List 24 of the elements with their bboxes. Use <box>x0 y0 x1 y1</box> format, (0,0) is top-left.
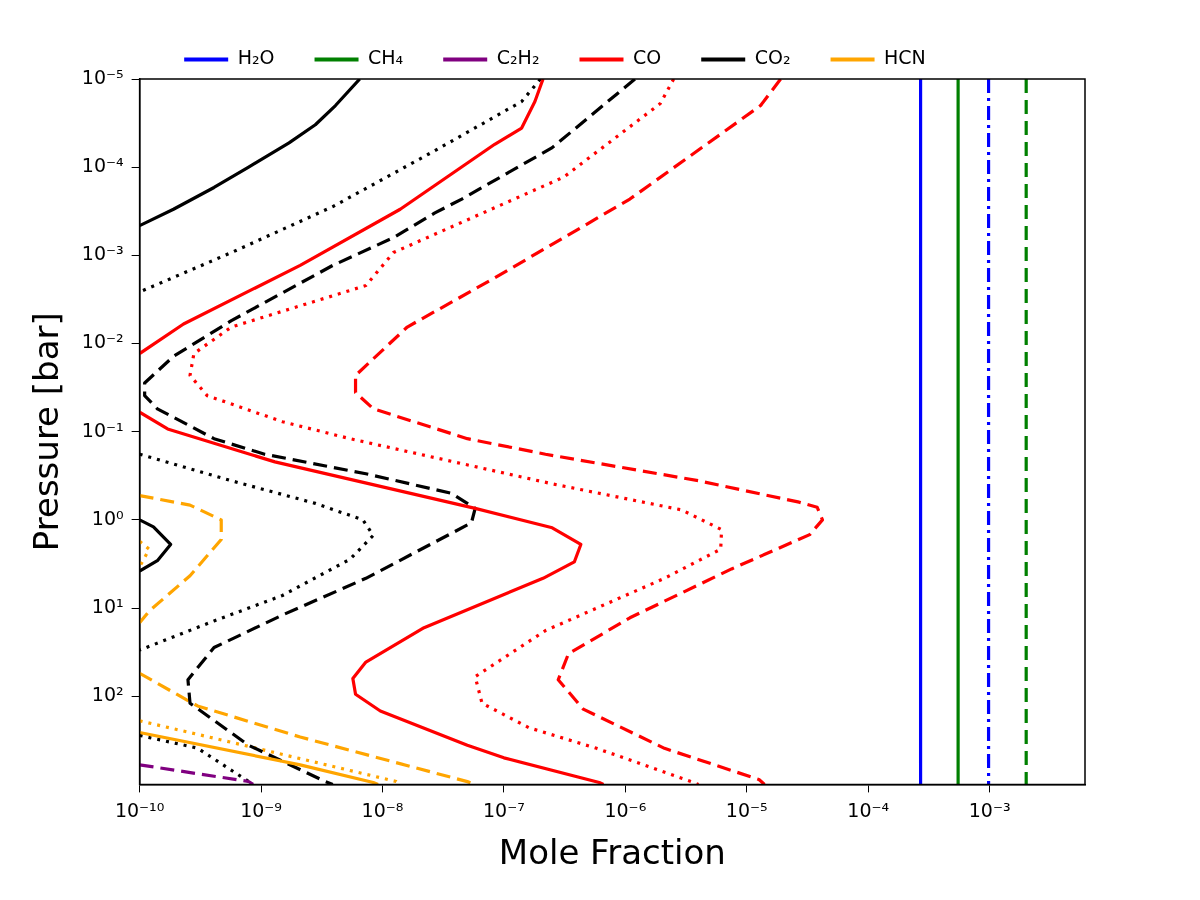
y-tick-label: 10⁻⁵ <box>81 65 124 88</box>
legend-label: CH₄ <box>368 46 404 69</box>
y-tick-label: 10⁻⁴ <box>81 154 124 177</box>
y-tick-label: 10⁻³ <box>81 242 124 265</box>
y-tick-label: 10⁰ <box>91 506 124 529</box>
y-tick-label: 10⁻² <box>81 330 124 353</box>
x-tick-label: 10⁻⁸ <box>361 798 404 821</box>
x-tick-label: 10⁻³ <box>968 798 1011 821</box>
legend-label: HCN <box>884 46 926 69</box>
legend-label: CO₂ <box>754 46 791 69</box>
y-tick-label: 10¹ <box>91 594 124 617</box>
x-tick-label: 10⁻⁵ <box>725 798 768 821</box>
x-tick-label: 10⁻⁹ <box>240 798 282 821</box>
y-tick-label: 10² <box>91 683 124 706</box>
legend-label: C₂H₂ <box>496 46 540 69</box>
y-axis-title: Pressure [bar] <box>26 312 67 552</box>
y-tick-label: 10⁻¹ <box>81 418 124 441</box>
x-tick-label: 10⁻⁶ <box>604 798 647 821</box>
x-axis-title: Mole Fraction <box>498 832 726 873</box>
x-tick-label: 10⁻⁴ <box>847 798 890 821</box>
legend-label: H₂O <box>237 46 275 69</box>
legend-label: CO <box>632 46 662 69</box>
x-tick-label: 10⁻⁷ <box>483 798 525 821</box>
x-tick-label: 10⁻¹⁰ <box>114 798 165 821</box>
